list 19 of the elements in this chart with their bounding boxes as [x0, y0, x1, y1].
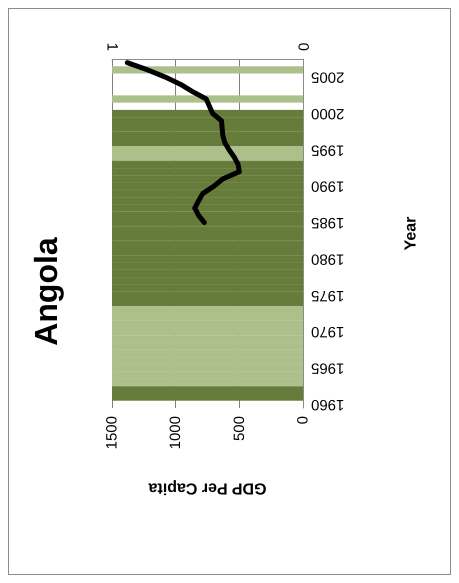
- y-tick-label: 1990: [311, 178, 344, 195]
- y-tick-label: 1965: [311, 360, 344, 377]
- y-tick-label: 2000: [311, 105, 344, 122]
- x-tick-label: 0: [294, 416, 312, 424]
- x-tick-label: 1000: [167, 416, 184, 450]
- y-tick-label: 2005: [311, 68, 344, 86]
- y-tick-label: 1980: [311, 250, 344, 268]
- x-tick-label: 1500: [104, 416, 120, 450]
- y-tick-label: 1975: [311, 286, 344, 304]
- x-tick-label: 500: [230, 416, 248, 442]
- x-axis-title: GDP Per Capita: [148, 480, 266, 496]
- y-tick-label: 1985: [311, 214, 344, 232]
- x2-tick-label: 0: [294, 42, 312, 51]
- x2-tick-label: 1: [104, 42, 120, 51]
- text: Angola: [28, 237, 64, 346]
- y-tick-label: 1970: [311, 323, 344, 340]
- y-tick-label: 1995: [311, 141, 344, 158]
- y-axis-title: Year: [402, 216, 420, 250]
- y-tick-label: 1960: [311, 396, 344, 413]
